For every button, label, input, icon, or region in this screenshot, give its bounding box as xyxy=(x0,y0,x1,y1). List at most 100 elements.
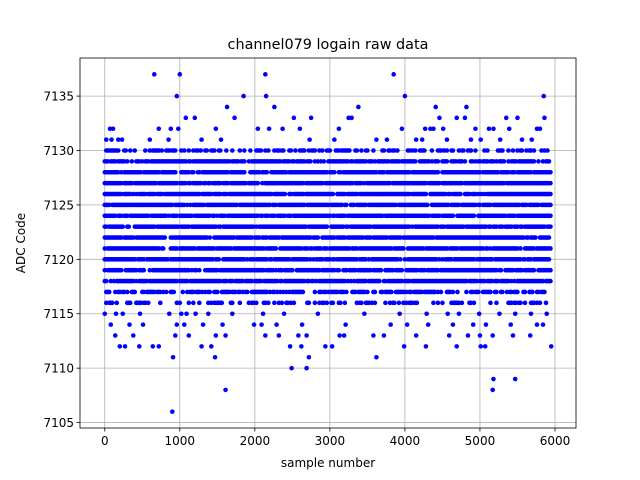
data-point xyxy=(230,300,235,306)
data-point xyxy=(377,278,382,284)
data-point xyxy=(378,267,384,273)
data-point-outlier xyxy=(542,115,547,121)
data-point xyxy=(162,235,168,240)
data-point xyxy=(548,267,553,273)
data-point-outlier xyxy=(241,93,246,99)
data-point-outlier xyxy=(109,137,114,142)
data-point-outlier xyxy=(266,126,272,132)
data-point-outlier xyxy=(297,126,303,132)
data-point xyxy=(124,289,130,295)
data-point xyxy=(438,289,444,295)
data-point-outlier xyxy=(168,126,174,132)
data-point xyxy=(258,148,264,153)
data-point xyxy=(197,300,202,306)
x-axis: 0 1000 2000 3000 4000 5000 6000 xyxy=(101,428,570,448)
data-point-outlier xyxy=(192,115,198,121)
data-point xyxy=(182,148,187,153)
data-point-outlier xyxy=(280,126,285,132)
data-point xyxy=(510,148,516,153)
data-point-outlier xyxy=(274,322,279,327)
data-point-outlier xyxy=(156,126,162,132)
data-point-outlier xyxy=(117,344,123,349)
data-point xyxy=(485,148,490,153)
data-point-outlier xyxy=(174,93,180,99)
data-point-outlier xyxy=(103,137,109,142)
data-point xyxy=(338,300,343,306)
data-point-outlier xyxy=(287,344,293,349)
y-axis-label: ADC Code xyxy=(14,213,28,273)
data-point xyxy=(312,289,318,295)
data-point-outlier xyxy=(450,322,456,327)
data-point-outlier xyxy=(122,344,128,349)
data-point xyxy=(266,148,271,153)
data-point-outlier xyxy=(167,311,172,317)
data-point-outlier xyxy=(497,137,503,142)
plot-frame xyxy=(79,57,577,429)
data-point xyxy=(291,300,297,306)
data-point-outlier xyxy=(510,333,516,338)
data-point-outlier xyxy=(440,126,446,132)
data-point-outlier xyxy=(399,126,405,132)
data-point xyxy=(293,148,298,153)
data-point-outlier xyxy=(150,344,156,349)
data-point-outlier xyxy=(490,387,496,393)
data-point-outlier xyxy=(213,126,219,132)
data-point xyxy=(327,148,333,153)
data-point xyxy=(163,289,169,295)
data-point xyxy=(354,148,360,153)
data-point xyxy=(288,148,294,153)
data-point xyxy=(281,148,286,153)
data-point xyxy=(344,202,349,208)
data-point-outlier xyxy=(413,333,419,338)
data-point xyxy=(332,169,337,175)
data-point xyxy=(273,246,279,251)
data-point xyxy=(272,300,277,306)
data-point-outlier xyxy=(433,104,438,110)
data-point-outlier xyxy=(315,311,321,317)
data-point xyxy=(266,300,271,306)
data-point-outlier xyxy=(444,137,450,142)
data-point xyxy=(548,224,553,229)
data-point xyxy=(173,148,178,153)
data-point-outlier xyxy=(251,322,257,327)
data-point-outlier xyxy=(120,311,126,317)
data-point-outlier xyxy=(422,126,428,132)
data-point xyxy=(450,213,456,219)
data-point-outlier xyxy=(199,344,204,349)
data-point xyxy=(180,289,186,295)
data-point xyxy=(186,148,192,153)
data-point xyxy=(198,148,204,153)
data-point-outlier xyxy=(151,72,157,77)
data-point-outlier xyxy=(115,137,121,142)
data-point xyxy=(321,159,327,164)
data-point-outlier xyxy=(259,322,264,327)
data-point-outlier xyxy=(512,311,518,317)
data-point xyxy=(124,159,130,164)
data-point-outlier xyxy=(473,126,478,132)
data-point-outlier xyxy=(497,311,502,317)
data-point xyxy=(468,148,474,153)
data-point xyxy=(518,300,523,306)
data-point xyxy=(531,267,537,273)
data-point xyxy=(330,300,336,306)
data-point-outlier xyxy=(220,322,225,327)
data-point-outlier xyxy=(384,137,390,142)
data-point xyxy=(548,213,553,219)
data-point-outlier xyxy=(281,311,287,317)
data-point xyxy=(191,300,196,306)
data-point-outlier xyxy=(332,137,337,142)
data-point xyxy=(336,267,342,273)
data-point-outlier xyxy=(362,311,367,317)
x-tick-label: 1000 xyxy=(165,434,196,448)
data-point xyxy=(389,289,394,295)
data-point-outlier xyxy=(206,311,211,317)
data-point-outlier xyxy=(212,354,218,360)
data-point-outlier xyxy=(291,115,297,121)
y-tick-label: 7115 xyxy=(43,307,74,321)
data-point xyxy=(543,300,549,306)
data-point-outlier xyxy=(462,115,468,121)
data-point xyxy=(413,159,418,164)
data-point xyxy=(365,148,370,153)
data-point-outlier xyxy=(272,104,277,110)
data-point-outlier xyxy=(260,311,266,317)
